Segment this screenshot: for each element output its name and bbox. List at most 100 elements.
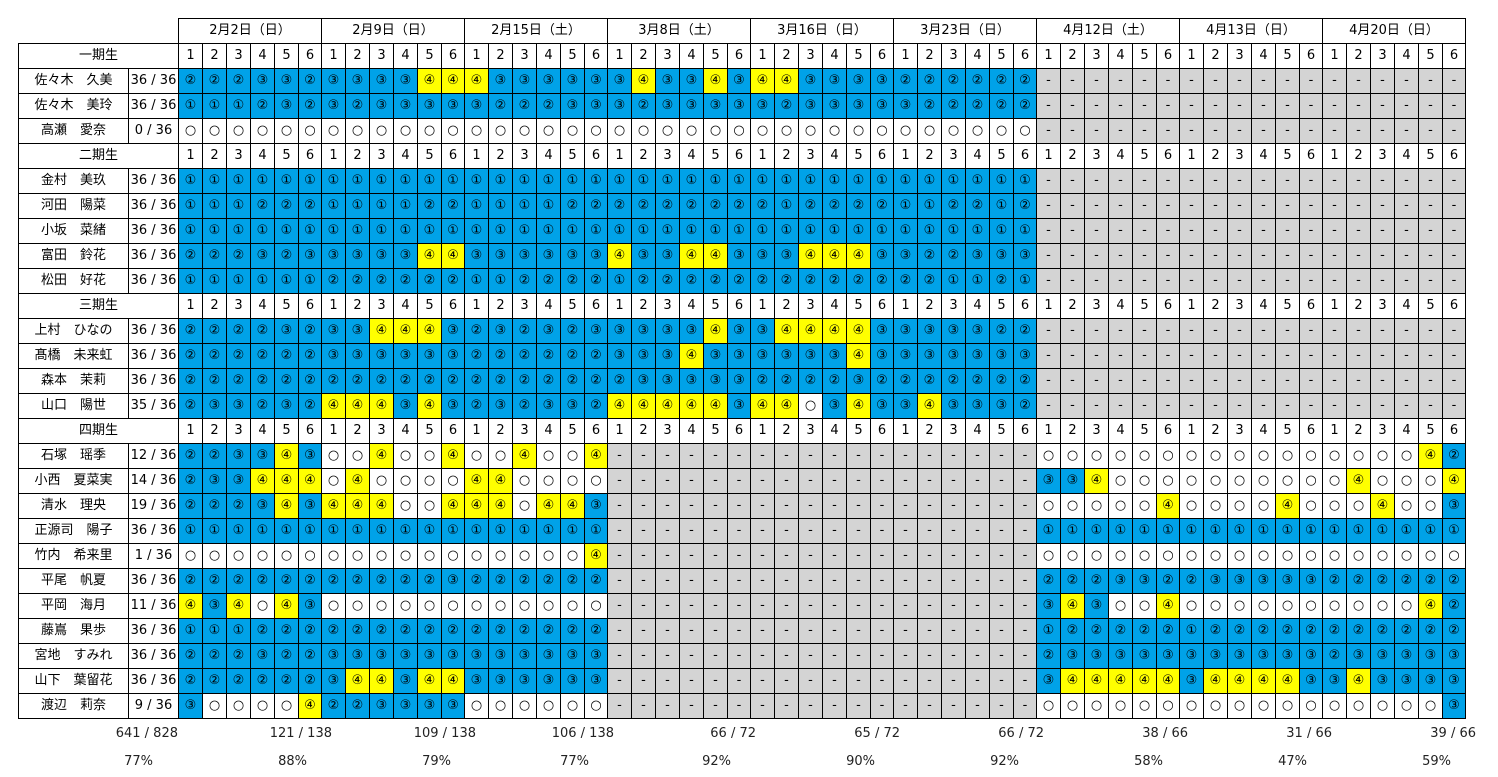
attendance-cell: - <box>941 593 966 619</box>
member-score: 36 / 36 <box>128 618 179 644</box>
session-number: 3 <box>512 43 537 69</box>
attendance-cell: ○ <box>488 443 513 469</box>
session-number: 2 <box>202 143 227 169</box>
attendance-cell: - <box>1060 368 1085 394</box>
attendance-cell: ③ <box>679 368 704 394</box>
session-number: 2 <box>488 293 513 319</box>
attendance-cell: ① <box>488 268 513 294</box>
attendance-cell: - <box>1179 193 1204 219</box>
attendance-cell: ① <box>393 518 418 544</box>
session-number: 5 <box>846 293 871 319</box>
attendance-cell: ④ <box>345 493 370 519</box>
attendance-cell: - <box>1251 318 1276 344</box>
attendance-cell: - <box>703 468 728 494</box>
attendance-cell: ② <box>941 68 966 94</box>
attendance-cell: - <box>774 693 799 719</box>
attendance-cell: ② <box>1370 568 1395 594</box>
attendance-cell: ② <box>941 243 966 269</box>
attendance-cell: - <box>1132 243 1157 269</box>
attendance-cell: ○ <box>1418 543 1443 569</box>
attendance-cell: ② <box>250 343 275 369</box>
attendance-cell: ③ <box>1203 643 1228 669</box>
member-score: 11 / 36 <box>128 593 179 619</box>
attendance-cell: ① <box>727 218 751 244</box>
attendance-cell: ① <box>250 218 275 244</box>
session-number: 2 <box>917 418 942 444</box>
session-number: 5 <box>560 143 585 169</box>
attendance-cell: - <box>1227 118 1252 144</box>
attendance-cell: - <box>1275 268 1300 294</box>
session-number: 6 <box>441 43 465 69</box>
attendance-cell: ② <box>441 268 465 294</box>
attendance-cell: ○ <box>822 118 847 144</box>
attendance-cell: - <box>989 693 1014 719</box>
attendance-cell: ○ <box>1251 493 1276 519</box>
attendance-cell: ② <box>1108 618 1133 644</box>
attendance-cell: - <box>1084 318 1109 344</box>
attendance-cell: - <box>1370 218 1395 244</box>
attendance-cell: ② <box>1442 618 1466 644</box>
attendance-cell: ② <box>321 618 346 644</box>
attendance-cell: - <box>1227 218 1252 244</box>
attendance-cell: - <box>1060 343 1085 369</box>
attendance-cell: ○ <box>1322 693 1347 719</box>
attendance-cell: - <box>893 568 918 594</box>
session-number: 2 <box>631 43 656 69</box>
attendance-cell: ② <box>560 318 585 344</box>
attendance-cell: - <box>965 668 990 694</box>
attendance-cell: ④ <box>607 393 632 419</box>
attendance-cell: ○ <box>1394 493 1419 519</box>
attendance-cell: ③ <box>727 393 751 419</box>
attendance-cell: - <box>1442 118 1466 144</box>
attendance-cell: ② <box>417 268 442 294</box>
session-number: 5 <box>417 143 442 169</box>
attendance-cell: ○ <box>512 593 537 619</box>
attendance-cell: ② <box>822 193 847 219</box>
attendance-cell: ① <box>774 218 799 244</box>
attendance-cell: ② <box>488 343 513 369</box>
attendance-cell: ③ <box>464 243 489 269</box>
attendance-cell: ② <box>226 243 251 269</box>
attendance-cell: ① <box>893 218 918 244</box>
attendance-cell: ○ <box>1179 468 1204 494</box>
totals-footer: 641 / 828 77% 121 / 138 88% 109 / 138 79% 106 … <box>18 726 1478 776</box>
attendance-cell: - <box>822 618 847 644</box>
attendance-cell: ① <box>464 168 489 194</box>
attendance-cell: ① <box>226 618 251 644</box>
session-number: 3 <box>1227 143 1252 169</box>
attendance-cell: ① <box>464 268 489 294</box>
attendance-cell: ④ <box>1346 668 1371 694</box>
session-number: 5 <box>846 418 871 444</box>
attendance-cell: ○ <box>441 468 465 494</box>
attendance-cell: - <box>1036 318 1061 344</box>
attendance-cell: ③ <box>917 318 942 344</box>
attendance-cell: ① <box>1036 618 1061 644</box>
attendance-cell: ② <box>631 268 656 294</box>
attendance-cell: ② <box>941 93 966 119</box>
total-count: 106 / 138 <box>551 726 614 741</box>
attendance-cell: ③ <box>1346 643 1371 669</box>
attendance-cell: ③ <box>1036 593 1061 619</box>
attendance-cell: ② <box>417 193 442 219</box>
session-number: 4 <box>536 293 561 319</box>
attendance-cell: ○ <box>1036 693 1061 719</box>
attendance-cell: ③ <box>178 693 203 719</box>
attendance-cell: ③ <box>250 68 275 94</box>
session-number: 6 <box>1442 43 1466 69</box>
attendance-cell: - <box>655 493 680 519</box>
session-number: 5 <box>560 43 585 69</box>
attendance-cell: - <box>1013 643 1037 669</box>
attendance-cell: ③ <box>1108 568 1133 594</box>
attendance-cell: ② <box>345 568 370 594</box>
attendance-cell: - <box>727 643 751 669</box>
attendance-cell: ○ <box>488 593 513 619</box>
attendance-cell: ③ <box>536 318 561 344</box>
attendance-cell: ② <box>512 93 537 119</box>
attendance-cell: ○ <box>464 443 489 469</box>
attendance-cell: - <box>1394 68 1419 94</box>
attendance-cell: ② <box>202 493 227 519</box>
attendance-cell: ④ <box>345 468 370 494</box>
session-number: 3 <box>1227 418 1252 444</box>
attendance-cell: ③ <box>250 643 275 669</box>
attendance-cell: ② <box>1299 618 1323 644</box>
